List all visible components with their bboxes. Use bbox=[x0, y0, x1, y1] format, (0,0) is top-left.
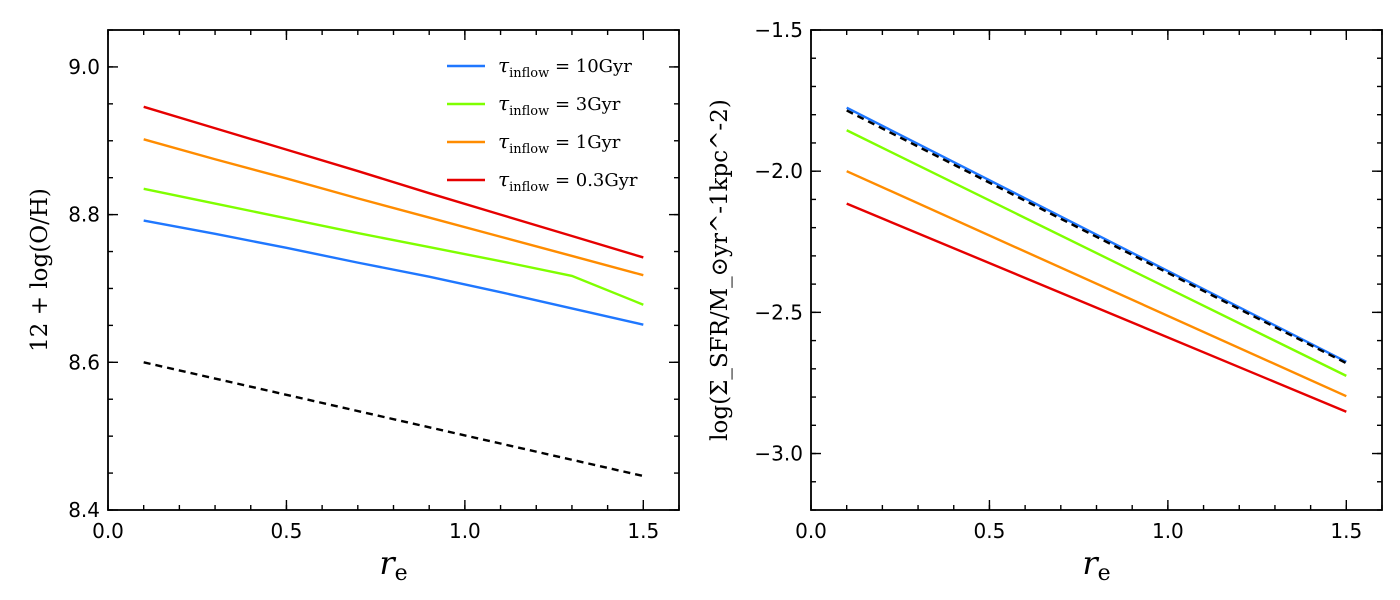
series-line-tau-1 bbox=[143, 187, 644, 306]
series-line-tau-2 bbox=[143, 138, 644, 277]
plot-frame bbox=[810, 29, 1383, 511]
y-axis-label: 12 + log(O/H) bbox=[27, 188, 53, 352]
series-line-tau-0 bbox=[143, 219, 644, 326]
y-tick-label: −3.0 bbox=[754, 442, 803, 466]
x-tick-label: 0.0 bbox=[92, 519, 124, 543]
y-tick-label: 8.8 bbox=[68, 203, 100, 227]
x-tick-label: 1.0 bbox=[1152, 519, 1184, 543]
legend-label: τinflow = 1Gyr bbox=[498, 129, 621, 157]
x-axis-label: re bbox=[379, 544, 407, 586]
y-tick-label: 9.0 bbox=[68, 55, 100, 79]
oxygen-abundance-panel: 0.0 0.5 1.0 1.5 8.4 8.6 8.8 9.0 re 12 + log(O/H) τ… bbox=[27, 29, 680, 586]
series-line-tau-3 bbox=[846, 202, 1347, 413]
y-tick-label: −2.0 bbox=[754, 159, 803, 183]
sfr-surface-density-panel: 0.0 0.5 1.0 1.5 −1.5 −2.0 −2.5 −3.0 re log(Σ_SFR/… bbox=[707, 18, 1383, 586]
x-tick-label: 0.0 bbox=[795, 519, 827, 543]
legend-label: τinflow = 3Gyr bbox=[498, 91, 621, 119]
series-line-reference-dashed bbox=[846, 109, 1347, 365]
series-line-tau-1 bbox=[846, 129, 1347, 377]
x-tick-label: 0.5 bbox=[974, 519, 1006, 543]
x-tick-label: 1.5 bbox=[627, 519, 659, 543]
x-tick-label: 1.0 bbox=[449, 519, 481, 543]
y-axis-label: log(Σ_SFR/M_⊙yr^-1kpc^-2) bbox=[707, 99, 733, 441]
y-tick-label: −1.5 bbox=[754, 18, 803, 42]
legend-label: τinflow = 10Gyr bbox=[498, 53, 632, 81]
x-tick-label: 0.5 bbox=[271, 519, 303, 543]
x-tick-label: 1.5 bbox=[1330, 519, 1362, 543]
y-tick-label: 8.6 bbox=[68, 350, 100, 374]
y-tick-label: 8.4 bbox=[68, 498, 100, 522]
y-tick-label: −2.5 bbox=[754, 300, 803, 324]
series-line-tau-3 bbox=[143, 105, 644, 259]
series-line-reference-dashed bbox=[143, 361, 644, 478]
series-line-tau-0 bbox=[846, 106, 1347, 363]
series-line-tau-2 bbox=[846, 170, 1347, 398]
x-axis-label: re bbox=[1082, 544, 1110, 586]
legend: τinflow = 10Gyr τinflow = 3Gyr τinflow = 1… bbox=[447, 53, 638, 195]
legend-label: τinflow = 0.3Gyr bbox=[498, 167, 638, 195]
